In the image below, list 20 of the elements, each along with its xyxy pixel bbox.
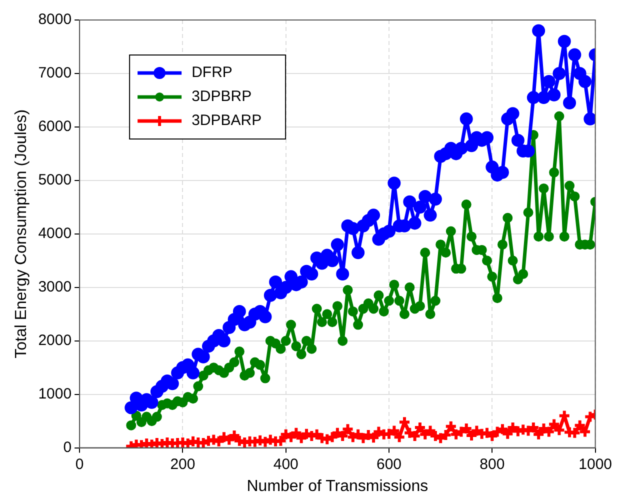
legend-label: 3DPBARP (192, 112, 262, 130)
legend-label: 3DPBRP (192, 88, 252, 106)
x-tick-label: 400 (273, 456, 298, 473)
y-tick-label: 6000 (38, 118, 72, 136)
legend-label: DFRP (192, 64, 232, 82)
y-tick-label: 7000 (38, 64, 72, 82)
x-tick-label: 600 (376, 456, 402, 473)
y-axis-title: Total Energy Consumption (Joules) (13, 109, 30, 358)
y-tick-label: 5000 (38, 172, 72, 189)
y-tick-label: 1000 (38, 385, 72, 402)
x-tick-label: 0 (75, 456, 84, 473)
x-tick-label: 1000 (578, 456, 612, 473)
y-tick-label: 8000 (38, 11, 72, 28)
x-axis-title: Number of Transmissions (246, 478, 428, 495)
y-tick-label: 3000 (38, 278, 72, 296)
x-tick-label: 200 (170, 456, 196, 473)
y-tick-label: 0 (63, 438, 72, 456)
y-tick-label: 4000 (38, 225, 72, 242)
y-tick-label: 2000 (38, 332, 72, 349)
x-tick-label: 800 (480, 456, 505, 473)
